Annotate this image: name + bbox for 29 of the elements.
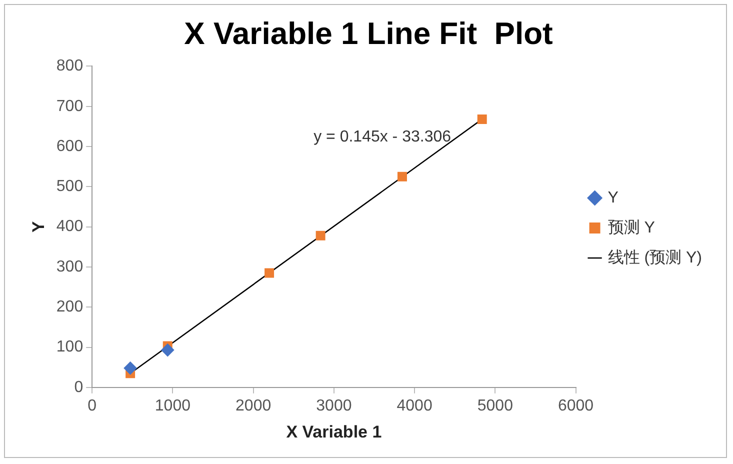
point [316,230,326,240]
y-axis-title: Y [28,220,48,232]
y-tick-label: 700 [56,98,84,115]
y-tick-label: 600 [56,138,84,155]
legend-label: 预测 Y [608,219,656,236]
point [477,114,487,124]
x-tick-label: 4000 [396,397,432,414]
y-tick-label: 500 [56,178,84,196]
chart-title: X Variable 1 Line Fit Plot [184,16,553,52]
legend-label: Y [608,189,619,206]
x-tick-label: 6000 [558,397,594,414]
x-axis-title: X Variable 1 [286,422,382,442]
y-tick-label: 200 [56,298,84,316]
x-tick-label: 3000 [316,397,352,414]
x-tick-label: 0 [88,397,97,414]
y-tick-label: 300 [56,258,84,276]
point [397,172,407,182]
y-tick-label: 800 [56,58,84,75]
y-tick-label: 400 [56,218,84,236]
point [124,362,137,375]
annotation: y = 0.145x - 33.306 [314,128,452,146]
point [264,268,274,278]
x-tick-label: 1000 [154,397,191,414]
y-tick-label: 100 [56,338,84,356]
point [161,344,174,357]
legend-label: 线性 (预测 Y) [608,248,702,266]
x-tick-label: 5000 [477,397,514,414]
x-tick-label: 2000 [236,397,272,414]
y-tick-label: 0 [74,378,84,396]
